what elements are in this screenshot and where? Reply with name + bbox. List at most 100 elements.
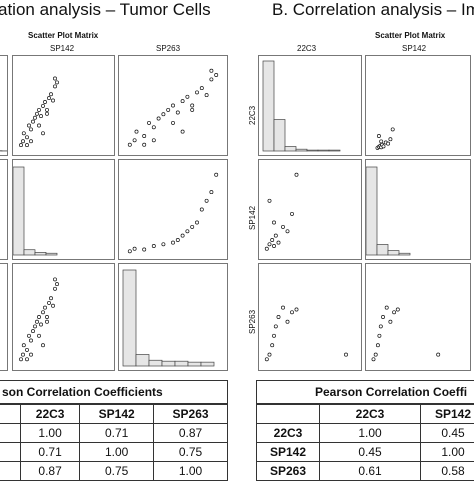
panel-a-cell: 0.87 (21, 462, 80, 481)
histogram-bar (46, 253, 57, 255)
panel-a-cell-r1-left (0, 55, 8, 156)
scatter-point (215, 173, 218, 176)
panel-a-correlation-table: 22C3 SP142 SP263 1.00 0.71 0.87 0.71 1.0… (0, 404, 228, 481)
histogram-bar (263, 61, 274, 151)
scatter-point (143, 134, 146, 137)
scatter-point (389, 138, 392, 141)
scatter-point (41, 104, 44, 107)
panel-b-cell: 0.45 (421, 424, 474, 443)
panel-b-row-head: SP142 (257, 443, 320, 462)
panel-a-cell: 1.00 (80, 443, 154, 462)
scatter-point (205, 94, 208, 97)
panel-a-matrix-title: Scatter Plot Matrix (28, 31, 98, 40)
scatter-point (53, 77, 56, 80)
panel-b-matrix-title: Scatter Plot Matrix (375, 31, 445, 40)
panel-a-row-head (0, 462, 21, 481)
scatter-point (47, 97, 50, 100)
panel-b-cell-r3-22c3 (258, 263, 362, 371)
scatter-point (29, 353, 32, 356)
panel-a-cell: 0.75 (80, 462, 154, 481)
scatter-point (176, 238, 179, 241)
panel-a-row-head (0, 424, 21, 443)
panel-a-cell: 1.00 (21, 424, 80, 443)
scatter-point (281, 306, 284, 309)
scatter-point (286, 320, 289, 323)
scatter-point (31, 120, 34, 123)
scatter-point (43, 306, 46, 309)
scatter-point (380, 140, 383, 143)
panel-b-correlation-table: 22C3 SP142 22C3 1.00 0.45 SP142 0.45 1.0… (256, 404, 474, 481)
scatter-point (191, 225, 194, 228)
scatter-point (277, 241, 280, 244)
histogram-bar (388, 251, 399, 255)
scatter-point (171, 121, 174, 124)
scatter-point (200, 87, 203, 90)
scatter-point (268, 353, 271, 356)
panel-b-cell: 1.00 (320, 424, 421, 443)
scatter-point (295, 308, 298, 311)
scatter-point (391, 128, 394, 131)
panel-b-title: B. Correlation analysis – Im (272, 0, 474, 20)
panel-a-cell-r3-sp142 (12, 263, 115, 371)
panel-b-table-corner (257, 405, 320, 424)
panel-b-table-title: Pearson Correlation Coeffi (315, 385, 467, 399)
histogram-bar (274, 120, 285, 152)
panel-a-cell-r3-left (0, 263, 8, 371)
scatter-point (55, 81, 58, 84)
scatter-point (19, 144, 22, 147)
scatter-point (37, 124, 40, 127)
scatter-point (295, 173, 298, 176)
scatter-point (162, 113, 165, 116)
scatter-point (162, 243, 165, 246)
scatter-point (39, 115, 42, 118)
scatter-point (53, 85, 56, 88)
scatter-point (37, 334, 40, 337)
scatter-point (286, 230, 289, 233)
scatter-point (21, 140, 24, 143)
scatter-point (265, 247, 268, 250)
scatter-point (186, 95, 189, 98)
panel-b-cell: 0.45 (320, 443, 421, 462)
panel-a-cell: 1.00 (154, 462, 228, 481)
scatter-point (45, 315, 48, 318)
scatter-point (37, 108, 40, 111)
scatter-point (49, 297, 52, 300)
scatter-point (157, 117, 160, 120)
panel-a-cell-r1-sp142 (12, 55, 115, 156)
scatter-point (191, 108, 194, 111)
scatter-point (53, 278, 56, 281)
panel-a-col-label-sp142: SP142 (50, 44, 74, 53)
scatter-point (33, 325, 36, 328)
histogram-bar (307, 150, 318, 151)
scatter-point (25, 136, 28, 139)
scatter-point (22, 344, 25, 347)
scatter-point (176, 111, 179, 114)
scatter-point (396, 308, 399, 311)
panel-a-cell: 0.71 (21, 443, 80, 462)
scatter-point (135, 130, 138, 133)
panel-a-table-header: 22C3 (21, 405, 80, 424)
scatter-point (181, 130, 184, 133)
panel-a-cell-r2-sp263 (118, 159, 228, 260)
scatter-point (22, 132, 25, 135)
scatter-point (290, 311, 293, 314)
histogram-bar (13, 167, 24, 255)
panel-b-cell: 0.61 (320, 462, 421, 481)
panel-a-cell-r2-sp142-hist (12, 159, 115, 260)
panel-a-table-corner (0, 405, 21, 424)
scatter-point (133, 139, 136, 142)
histogram-bar (296, 149, 307, 151)
panel-b-cell: 0.58 (421, 462, 474, 481)
histogram-bar (35, 252, 46, 255)
panel-b-row-head: SP263 (257, 462, 320, 481)
histogram-bar (24, 250, 35, 255)
scatter-point (143, 248, 146, 251)
scatter-point (191, 104, 194, 107)
panel-a-row-head (0, 443, 21, 462)
panel-a-cell: 0.87 (154, 424, 228, 443)
panel-a-cell: 0.75 (154, 443, 228, 462)
scatter-point (385, 306, 388, 309)
scatter-point (133, 247, 136, 250)
scatter-point (379, 325, 382, 328)
scatter-point (372, 358, 375, 361)
